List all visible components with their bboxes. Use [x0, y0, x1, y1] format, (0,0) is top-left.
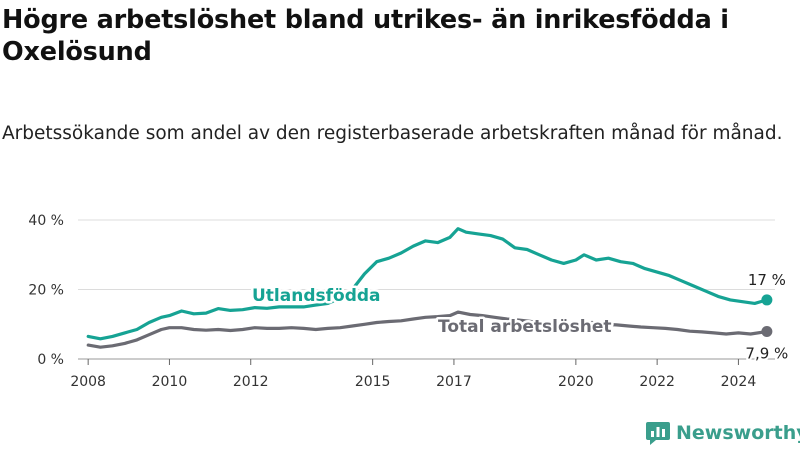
- y-tick-label: 0 %: [37, 352, 64, 368]
- chart-title: Högre arbetslöshet bland utrikes- än inr…: [2, 5, 729, 67]
- end-value-halo: 7,9 %: [745, 345, 788, 363]
- newsworthy-logo-icon: [646, 422, 670, 445]
- series-label-halo: Utlandsfödda: [252, 286, 381, 306]
- series-lines: [86, 227, 773, 349]
- y-tick-label: 20 %: [28, 283, 64, 299]
- end-point: [761, 326, 773, 338]
- brand-name: Newsworthy: [676, 422, 800, 444]
- x-tick-label: 2020: [558, 374, 594, 390]
- x-tick-label: 2012: [233, 374, 269, 390]
- y-tick-label: 40 %: [28, 213, 64, 229]
- end-value-label: 7,9 %: [745, 345, 788, 363]
- x-tick-label: 2017: [436, 374, 472, 390]
- newsworthy-logo: Newsworthy: [646, 419, 800, 447]
- x-tick-label: 2024: [721, 374, 757, 390]
- x-axis-ticks: 2008 2010 2012 2015 2017 2020 2022 2024: [70, 359, 756, 390]
- series-label: Total arbetslöshet: [438, 317, 612, 337]
- x-tick-label: 2010: [152, 374, 188, 390]
- series-line-utlandsfodda: [86, 227, 769, 341]
- gridlines: [78, 219, 775, 360]
- end-value-label: 17 %: [748, 271, 786, 289]
- end-value-halo: 17 %: [748, 271, 786, 289]
- x-tick-label: 2022: [639, 374, 675, 390]
- end-point: [761, 294, 773, 306]
- x-tick-label: 2008: [70, 374, 106, 390]
- series-label: Utlandsfödda: [252, 286, 381, 306]
- y-axis-ticks: 0 % 20 % 40 %: [28, 213, 64, 368]
- chart-subtitle: Arbetssökande som andel av den registerb…: [2, 123, 783, 144]
- series-line-total: [86, 310, 769, 349]
- x-tick-label: 2015: [355, 374, 391, 390]
- series-label-halo: Total arbetslöshet: [438, 317, 612, 337]
